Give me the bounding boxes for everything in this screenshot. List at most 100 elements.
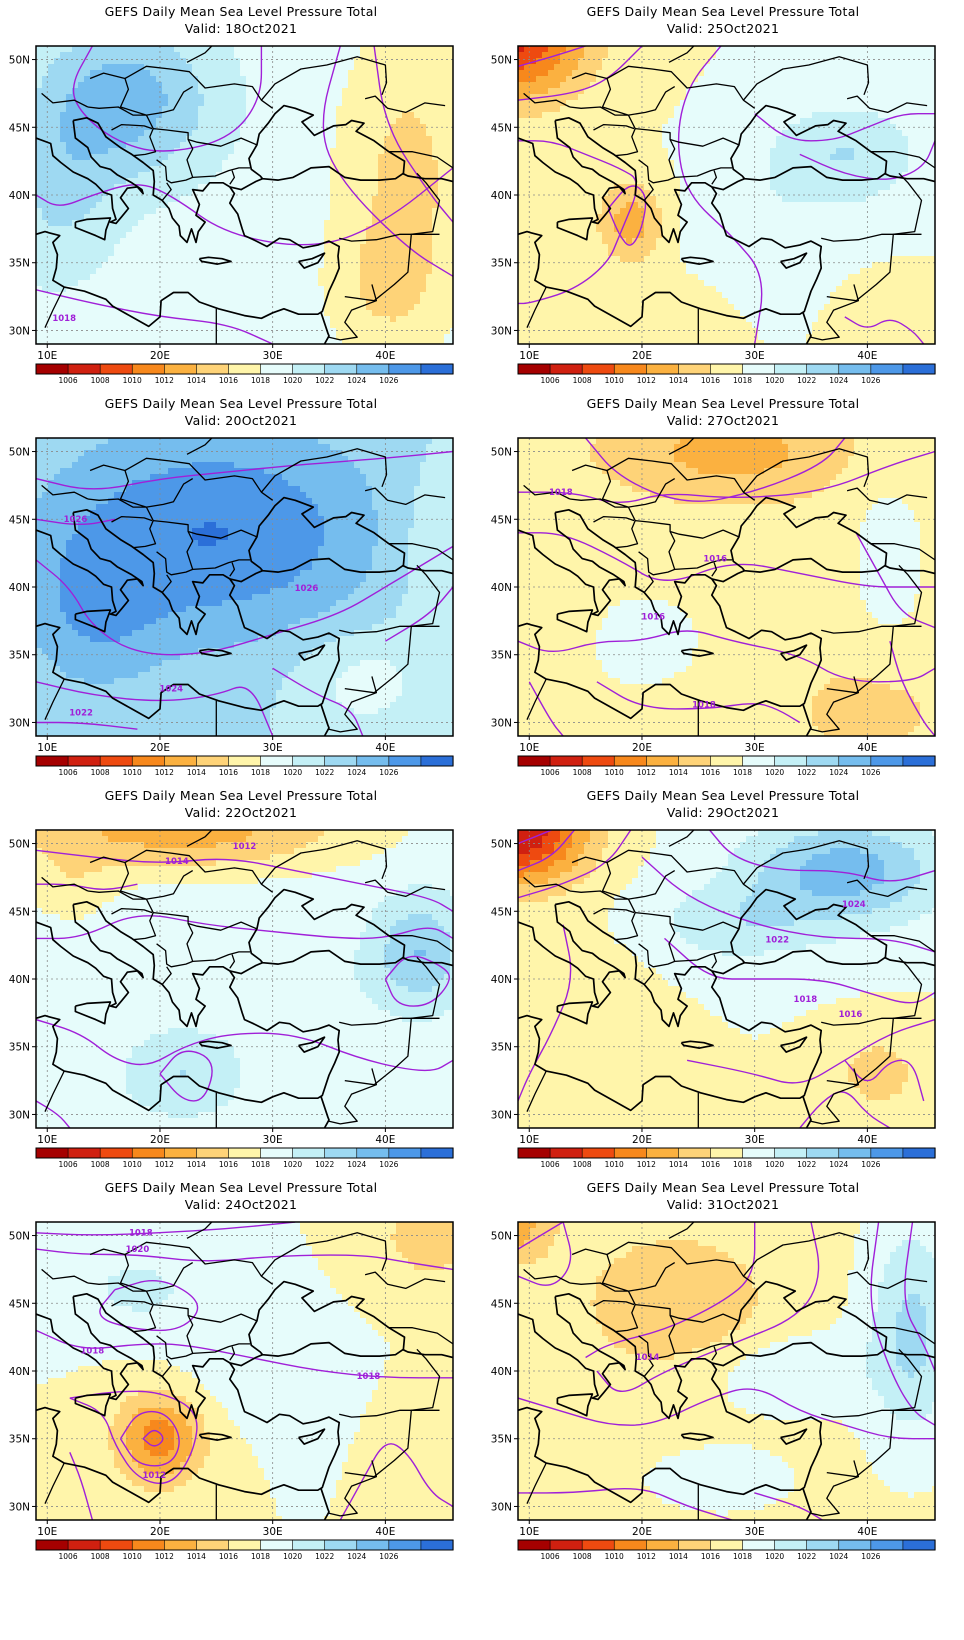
- panel-valid-date: Valid: 29Oct2021: [482, 805, 964, 820]
- colorbar-swatch: [388, 755, 422, 767]
- isobar: [36, 167, 453, 246]
- lon-tick-label: 10E: [519, 742, 539, 754]
- lat-tick-label: 40N: [491, 190, 512, 202]
- contour-label: 1024: [159, 684, 183, 694]
- contour-label: 1016: [641, 613, 665, 623]
- colorbar-label: 1026: [379, 376, 398, 385]
- colorbar-swatch: [678, 1539, 712, 1551]
- colorbar-swatch: [99, 363, 133, 375]
- lon-tick-label: 20E: [632, 1526, 652, 1538]
- isobar: [36, 1248, 453, 1271]
- colorbar-swatch: [131, 363, 165, 375]
- lat-tick-label: 45N: [491, 906, 512, 918]
- valid-date: 27Oct2021: [707, 413, 779, 428]
- colorbar-swatch: [99, 755, 133, 767]
- lat-tick-label: 30N: [9, 325, 30, 337]
- isobar: [585, 1222, 756, 1359]
- isobar: [709, 830, 935, 882]
- coastlines: [518, 1280, 935, 1520]
- panel-valid-date: Valid: 22Oct2021: [0, 805, 482, 820]
- colorbar: 1006 1008 1010 1012 1014 1016 1018 1020 1022 1024…: [517, 363, 936, 385]
- colorbar-swatch: [613, 755, 647, 767]
- isobar: [99, 1280, 199, 1332]
- isobar: [518, 924, 572, 1102]
- lat-tick-label: 35N: [9, 1434, 30, 1446]
- lat-tick-label: 40N: [491, 582, 512, 594]
- colorbar-label: 1008: [573, 1160, 592, 1169]
- map-panel: GEFS Daily Mean Sea Level Pressure Total…: [0, 392, 482, 802]
- colorbar-swatch: [678, 755, 712, 767]
- colorbar-swatch: [678, 363, 712, 375]
- isobar: [844, 316, 925, 344]
- isobar: [677, 46, 763, 344]
- colorbar-label: 1020: [765, 1552, 784, 1561]
- isobar: [596, 1222, 820, 1392]
- lat-tick-label: 30N: [491, 325, 512, 337]
- colorbar-label: 1012: [637, 768, 656, 777]
- isobar: [36, 1018, 453, 1072]
- colorbar-label: 1026: [861, 768, 880, 777]
- lat-tick-label: 30N: [491, 717, 512, 729]
- lon-tick-label: 30E: [745, 742, 765, 754]
- colorbar-swatch: [164, 1147, 197, 1159]
- contour-label: 1018: [549, 488, 573, 498]
- colorbar-label: 1014: [187, 376, 206, 385]
- isobar: [799, 140, 935, 180]
- isobar: [754, 1492, 823, 1520]
- colorbar-swatch: [581, 363, 615, 375]
- valid-prefix: Valid:: [667, 1197, 703, 1212]
- colorbar: 1006 1008 1010 1012 1014 1016 1018 1020 1022 1024…: [35, 1147, 454, 1169]
- colorbar-label: 1024: [829, 1552, 848, 1561]
- contour-label: 1016: [839, 1010, 863, 1020]
- coastlines: [518, 496, 935, 736]
- panel-valid-date: Valid: 20Oct2021: [0, 413, 482, 428]
- colorbar-swatch: [870, 1147, 904, 1159]
- coastlines: [36, 888, 453, 1128]
- valid-date: 22Oct2021: [225, 805, 297, 820]
- colorbar-swatch: [67, 755, 101, 767]
- colorbar-swatch: [870, 1539, 904, 1551]
- colorbar-swatch: [324, 1147, 358, 1159]
- colorbar-label: 1022: [315, 1552, 334, 1561]
- isobar: [904, 1222, 935, 1372]
- colorbar-label: 1008: [573, 376, 592, 385]
- colorbar-swatch: [742, 1539, 776, 1551]
- valid-prefix: Valid:: [667, 413, 703, 428]
- valid-prefix: Valid:: [185, 1197, 221, 1212]
- colorbar-swatch: [228, 1539, 262, 1551]
- isobar: [36, 289, 273, 344]
- lat-tick-label: 40N: [491, 974, 512, 986]
- lon-tick-label: 40E: [857, 350, 877, 362]
- isobar: [518, 532, 935, 588]
- isobar: [585, 438, 846, 502]
- colorbar-label: 1006: [59, 376, 78, 385]
- lon-tick-label: 10E: [37, 742, 57, 754]
- colorbar-label: 1014: [187, 1552, 206, 1561]
- lon-tick-label: 40E: [375, 350, 395, 362]
- colorbar-label: 1010: [605, 376, 624, 385]
- valid-prefix: Valid:: [185, 805, 221, 820]
- colorbar-label: 1010: [123, 768, 142, 777]
- isobar: [754, 113, 935, 142]
- valid-date: 20Oct2021: [225, 413, 297, 428]
- colorbar-swatch: [517, 363, 551, 375]
- colorbar-label: 1006: [541, 768, 560, 777]
- pressure-fill: [518, 438, 935, 736]
- lon-tick-label: 10E: [37, 1134, 57, 1146]
- colorbar-swatch: [806, 363, 840, 375]
- colorbar-swatch: [549, 1147, 583, 1159]
- lon-tick-label: 20E: [150, 1526, 170, 1538]
- colorbar-label: 1020: [283, 376, 302, 385]
- colorbar-swatch: [420, 1147, 454, 1159]
- panel-title: GEFS Daily Mean Sea Level Pressure Total: [482, 4, 964, 19]
- colorbar-label: 1016: [701, 768, 720, 777]
- isobar: [518, 46, 586, 67]
- colorbar-label: 1008: [91, 1552, 110, 1561]
- panel-title: GEFS Daily Mean Sea Level Pressure Total: [0, 788, 482, 803]
- isobar: [36, 915, 453, 940]
- isobar: [142, 1429, 164, 1447]
- isobar: [518, 46, 643, 101]
- isobar: [528, 681, 564, 736]
- colorbar-label: 1006: [541, 1160, 560, 1169]
